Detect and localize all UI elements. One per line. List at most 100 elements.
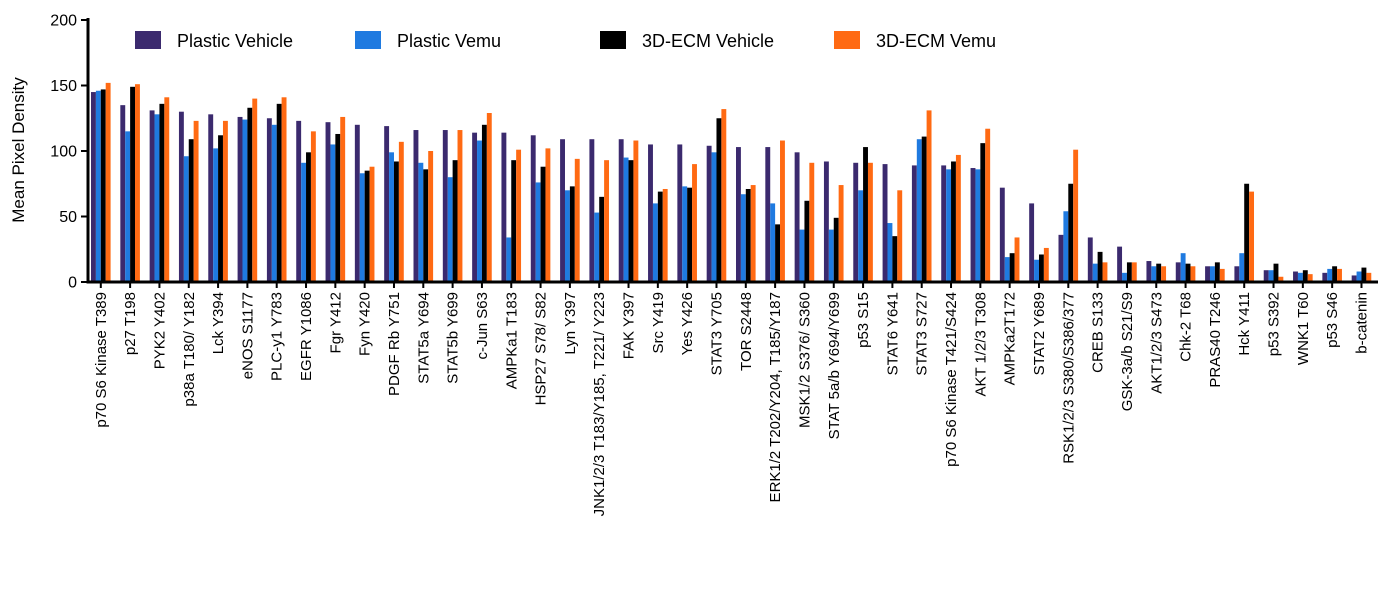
bar-3d-ecm-vehicle-35 xyxy=(1126,262,1132,282)
bar-plastic-vemu-36 xyxy=(1151,266,1157,282)
bar-3d-ecm-vemu-18 xyxy=(633,140,639,282)
legend-label: Plastic Vehicle xyxy=(177,31,293,51)
bar-plastic-vehicle-35 xyxy=(1117,246,1123,282)
bar-plastic-vemu-13 xyxy=(477,140,482,282)
bar-plastic-vemu-35 xyxy=(1122,272,1127,282)
bar-plastic-vehicle-38 xyxy=(1205,266,1210,282)
bar-plastic-vemu-42 xyxy=(1327,268,1333,282)
bar-plastic-vemu-30 xyxy=(975,169,981,282)
bar-plastic-vemu-2 xyxy=(154,114,160,282)
legend-swatch xyxy=(834,31,860,49)
x-tick-label: Src Y419 xyxy=(650,292,667,353)
legend: Plastic Vehicle Plastic Vemu 3D-ECM Vehicl… xyxy=(135,31,996,51)
bar-plastic-vemu-8 xyxy=(330,144,336,282)
bar-plastic-vemu-1 xyxy=(125,131,131,282)
x-axis: p70 S6 Kinase T389 p27 T198 PYK2 Y402 p38a … xyxy=(86,280,1378,516)
x-tick-label: GSK-3a/b S21/S9 xyxy=(1119,292,1136,411)
bar-plastic-vemu-25 xyxy=(828,229,834,282)
bar-plastic-vemu-21 xyxy=(711,152,717,282)
x-tick-label: RSK1/2/3 S380/S386/377 xyxy=(1060,292,1077,464)
bar-plastic-vemu-32 xyxy=(1034,259,1039,282)
bar-3d-ecm-vemu-9 xyxy=(369,166,375,282)
bar-plastic-vehicle-0 xyxy=(91,92,96,282)
bar-3d-ecm-vemu-23 xyxy=(780,140,785,282)
bar-3d-ecm-vehicle-1 xyxy=(130,86,136,282)
bar-plastic-vehicle-16 xyxy=(560,139,565,282)
x-tick-label: p53 S15 xyxy=(855,292,872,348)
bar-plastic-vehicle-4 xyxy=(208,114,214,282)
bar-3d-ecm-vehicle-2 xyxy=(159,103,165,282)
bar-plastic-vehicle-10 xyxy=(384,126,390,282)
bar-plastic-vemu-17 xyxy=(594,212,600,282)
bar-3d-ecm-vemu-7 xyxy=(310,131,316,282)
legend-swatch xyxy=(355,31,381,49)
legend-item: 3D-ECM Vehicle xyxy=(600,31,774,51)
bar-plastic-vemu-23 xyxy=(770,203,776,282)
x-tick-label: Lyn Y397 xyxy=(562,292,579,355)
bar-plastic-vehicle-41 xyxy=(1293,271,1298,282)
bar-3d-ecm-vehicle-23 xyxy=(775,224,781,282)
bar-plastic-vehicle-22 xyxy=(736,147,741,282)
bar-plastic-vehicle-15 xyxy=(530,135,536,282)
x-tick-label: Fyn Y420 xyxy=(357,292,374,356)
bar-3d-ecm-vehicle-20 xyxy=(687,187,693,282)
bar-3d-ecm-vehicle-5 xyxy=(247,107,253,283)
bar-3d-ecm-vemu-34 xyxy=(1102,262,1108,282)
bar-3d-ecm-vehicle-19 xyxy=(657,191,663,282)
x-tick-label: STAT5a Y694 xyxy=(415,292,432,384)
x-tick-label: c-Jun S63 xyxy=(474,292,491,360)
bar-plastic-vemu-5 xyxy=(242,119,248,282)
bar-3d-ecm-vehicle-18 xyxy=(628,160,634,282)
bar-3d-ecm-vehicle-38 xyxy=(1214,262,1220,282)
x-tick-label: PYK2 Y402 xyxy=(151,292,168,369)
bar-3d-ecm-vemu-28 xyxy=(926,110,932,282)
bar-plastic-vehicle-37 xyxy=(1175,262,1181,282)
bar-plastic-vehicle-43 xyxy=(1351,275,1357,282)
legend-label: 3D-ECM Vemu xyxy=(876,31,996,51)
bar-3d-ecm-vehicle-41 xyxy=(1302,270,1308,282)
bar-plastic-vehicle-13 xyxy=(472,132,478,282)
y-tick-label: 50 xyxy=(59,209,77,226)
bar-plastic-vemu-40 xyxy=(1268,270,1274,282)
legend-swatch xyxy=(135,31,161,49)
bar-plastic-vemu-43 xyxy=(1356,271,1362,282)
x-tick-label: WNK1 T60 xyxy=(1295,292,1312,365)
bar-3d-ecm-vemu-37 xyxy=(1190,266,1196,282)
bar-plastic-vehicle-39 xyxy=(1234,266,1240,282)
bar-3d-ecm-vemu-32 xyxy=(1043,247,1049,282)
bar-plastic-vemu-16 xyxy=(564,190,570,282)
bar-3d-ecm-vehicle-16 xyxy=(569,186,575,282)
bar-plastic-vemu-22 xyxy=(740,194,746,282)
bar-3d-ecm-vehicle-13 xyxy=(481,124,487,282)
bar-plastic-vehicle-26 xyxy=(853,162,859,282)
bar-3d-ecm-vehicle-28 xyxy=(921,136,927,282)
bar-3d-ecm-vehicle-39 xyxy=(1244,183,1250,282)
x-tick-label: p70 S6 Kinase T421/S424 xyxy=(943,292,960,467)
x-tick-label: FAK Y397 xyxy=(621,292,638,359)
bar-3d-ecm-vehicle-33 xyxy=(1068,183,1074,282)
bar-3d-ecm-vemu-17 xyxy=(604,160,610,282)
bar-plastic-vehicle-1 xyxy=(120,105,126,283)
bar-plastic-vemu-12 xyxy=(447,177,453,282)
x-tick-label: JNK1/2/3 T183/Y185, T221/ Y223 xyxy=(591,292,608,516)
bar-plastic-vehicle-31 xyxy=(999,187,1005,282)
x-tick-label: MSK1/2 S376/ S360 xyxy=(796,292,813,428)
x-tick-label: Chk-2 T68 xyxy=(1178,292,1195,362)
x-tick-label: STAT6 Y641 xyxy=(884,292,901,375)
bar-3d-ecm-vehicle-14 xyxy=(511,160,517,282)
y-axis: 0 50 100 150 200 xyxy=(50,13,90,292)
bar-plastic-vemu-6 xyxy=(271,124,277,282)
bar-3d-ecm-vehicle-30 xyxy=(980,143,986,282)
bar-3d-ecm-vemu-40 xyxy=(1278,276,1284,282)
bar-plastic-vehicle-17 xyxy=(589,139,595,282)
x-tick-label: STAT3 Y705 xyxy=(708,292,725,375)
bar-3d-ecm-vemu-19 xyxy=(662,188,668,282)
bar-plastic-vemu-41 xyxy=(1297,272,1303,282)
x-tick-label: EGFR Y1086 xyxy=(298,292,315,381)
bar-3d-ecm-vehicle-36 xyxy=(1156,263,1162,282)
bar-3d-ecm-vehicle-27 xyxy=(892,236,898,282)
bar-plastic-vehicle-20 xyxy=(677,144,683,282)
bar-3d-ecm-vemu-4 xyxy=(222,120,228,283)
y-axis-label: Mean Pixel Density xyxy=(9,77,28,223)
